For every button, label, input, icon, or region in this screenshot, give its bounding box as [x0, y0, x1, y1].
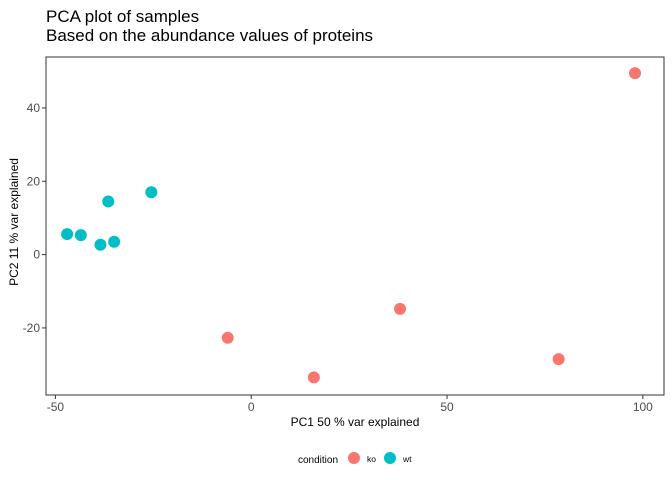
y-axis: -20 0 20 40	[23, 101, 46, 335]
legend-label-ko: ko	[367, 454, 376, 464]
legend-title: condition	[298, 455, 338, 466]
x-tick-label: 50	[440, 400, 454, 414]
point-ko	[394, 302, 407, 315]
chart-subtitle: Based on the abundance values of protein…	[46, 26, 373, 45]
point-ko	[307, 371, 320, 384]
x-tick-label: -50	[47, 400, 65, 414]
y-tick-label: -20	[23, 321, 41, 335]
point-ko	[629, 67, 642, 80]
point-ko	[552, 353, 565, 366]
legend-label-wt: wt	[402, 454, 412, 464]
y-tick-label: 20	[27, 174, 41, 188]
plot-panel	[45, 56, 665, 396]
data-points	[61, 67, 642, 384]
legend: condition ko wt	[298, 452, 412, 466]
x-axis-title: PC1 50 % var explained	[291, 415, 420, 429]
x-tick-label: 0	[248, 400, 255, 414]
x-axis: -50 0 50 100	[47, 395, 653, 414]
y-tick-label: 0	[33, 248, 40, 262]
point-wt	[102, 195, 115, 208]
chart-title: PCA plot of samples	[46, 7, 199, 26]
point-wt	[108, 235, 121, 248]
y-axis-title: PC2 11 % var explained	[7, 158, 21, 286]
point-wt	[94, 238, 107, 251]
legend-key-wt	[384, 452, 396, 464]
legend-key-ko	[348, 452, 360, 464]
point-wt	[74, 229, 87, 242]
point-wt	[61, 228, 74, 241]
point-wt	[145, 186, 158, 199]
point-ko	[221, 331, 234, 344]
x-tick-label: 100	[633, 400, 653, 414]
y-tick-label: 40	[27, 101, 41, 115]
